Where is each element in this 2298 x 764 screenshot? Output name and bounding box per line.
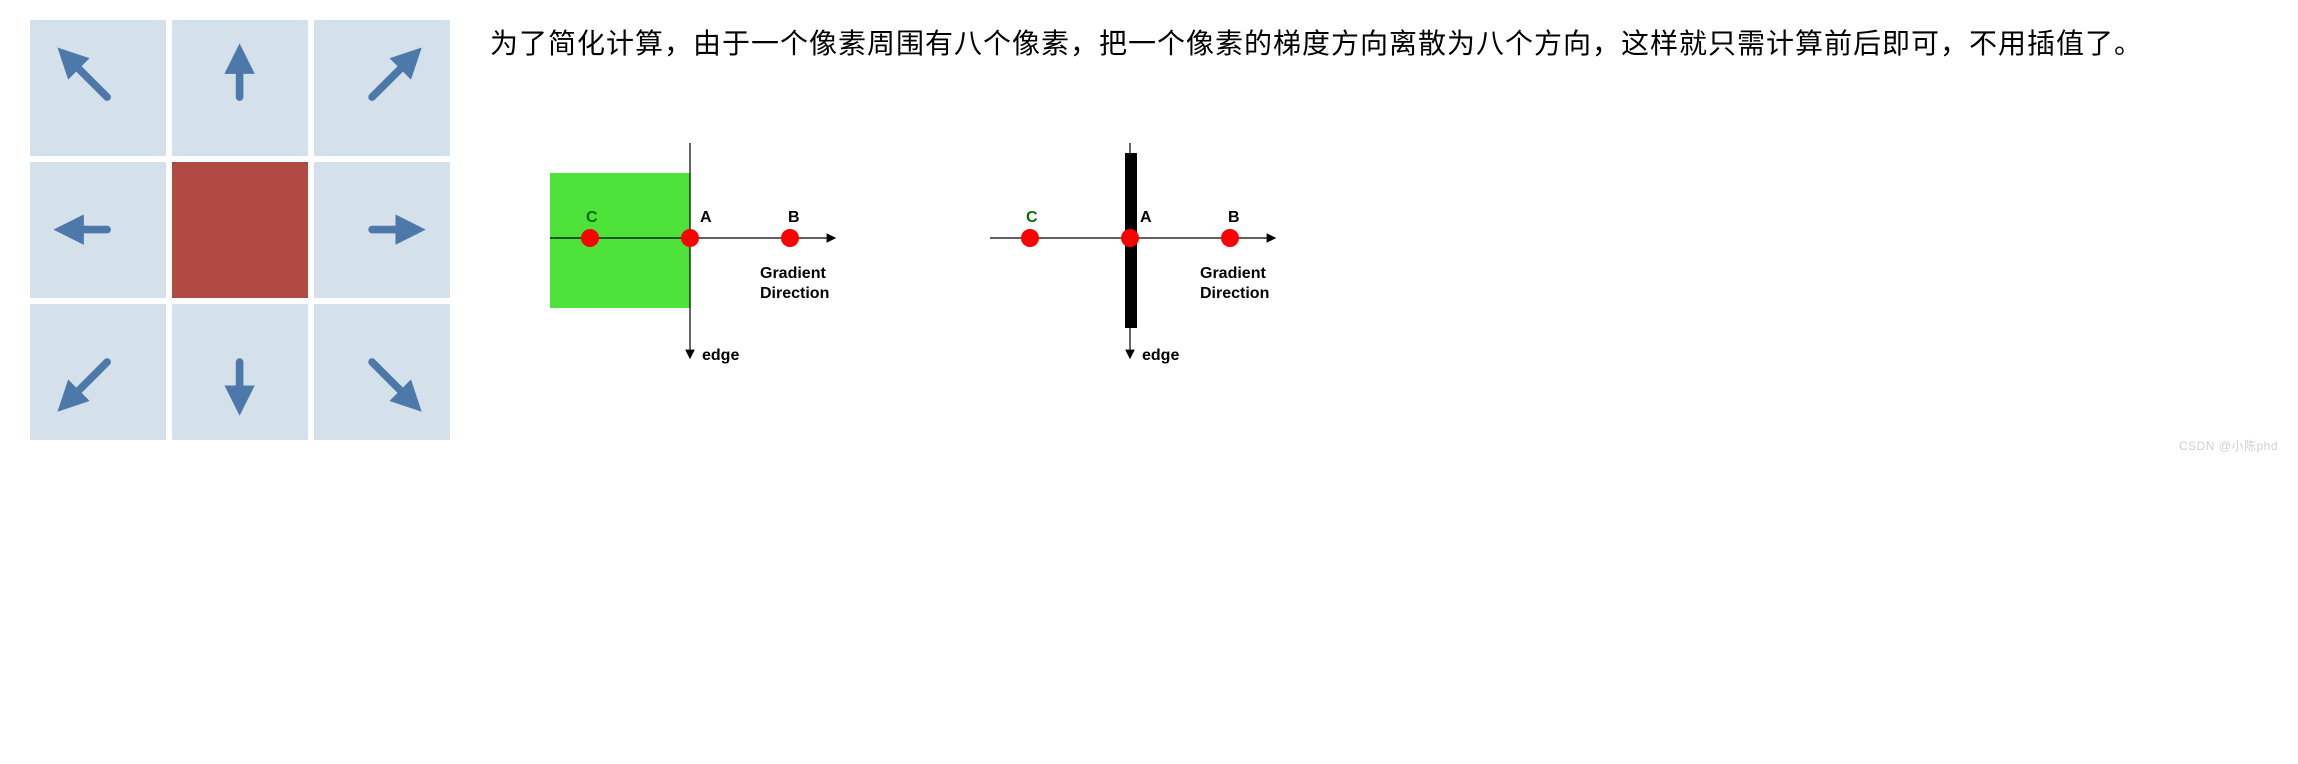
direction-arrow-icon [192,324,287,419]
label-C: C [1026,209,1038,226]
direction-arrow-cell [172,304,308,440]
point-A [681,229,699,247]
gradient-label-line2: Direction [1200,285,1269,302]
center-pixel [172,162,308,298]
direction-arrow-icon [50,182,145,277]
point-B [1221,229,1239,247]
gradient-label-line2: Direction [760,285,829,302]
gradient-diagrams: C A B Gradient Direction edge C A B Gradient Dire… [490,88,2268,393]
label-C: C [586,209,598,226]
edge-gradient-diagram-right: C A B Gradient Direction edge [930,88,1330,388]
label-A: A [700,209,712,226]
green-region [550,173,690,308]
direction-grid [30,20,450,440]
direction-arrow-icon [334,182,429,277]
description-text: 为了简化计算，由于一个像素周围有八个像素，把一个像素的梯度方向离散为八个方向，这… [490,20,2268,68]
direction-arrow-cell [172,20,308,156]
direction-arrow-icon [50,324,145,419]
point-A [1121,229,1139,247]
direction-arrow-icon [334,40,429,135]
edge-gradient-diagram-left: C A B Gradient Direction edge [490,88,890,388]
gradient-label-line1: Gradient [760,265,826,282]
direction-arrow-icon [334,324,429,419]
point-C [581,229,599,247]
direction-arrow-icon [192,40,287,135]
direction-arrow-cell [314,162,450,298]
gradient-label-line1: Gradient [1200,265,1266,282]
label-B: B [1228,209,1240,226]
point-B [781,229,799,247]
edge-label: edge [1142,347,1179,364]
diagram-right: C A B Gradient Direction edge [930,88,1330,393]
direction-arrow-icon [50,40,145,135]
direction-arrow-cell [30,20,166,156]
direction-arrow-cell [314,20,450,156]
right-column: 为了简化计算，由于一个像素周围有八个像素，把一个像素的梯度方向离散为八个方向，这… [490,20,2268,393]
point-C [1021,229,1039,247]
label-A: A [1140,209,1152,226]
direction-arrow-cell [30,304,166,440]
edge-label: edge [702,347,739,364]
watermark-text: CSDN @小陈phd [2179,437,2278,454]
direction-arrow-cell [30,162,166,298]
diagram-left: C A B Gradient Direction edge [490,88,890,393]
label-B: B [788,209,800,226]
direction-arrow-cell [314,304,450,440]
